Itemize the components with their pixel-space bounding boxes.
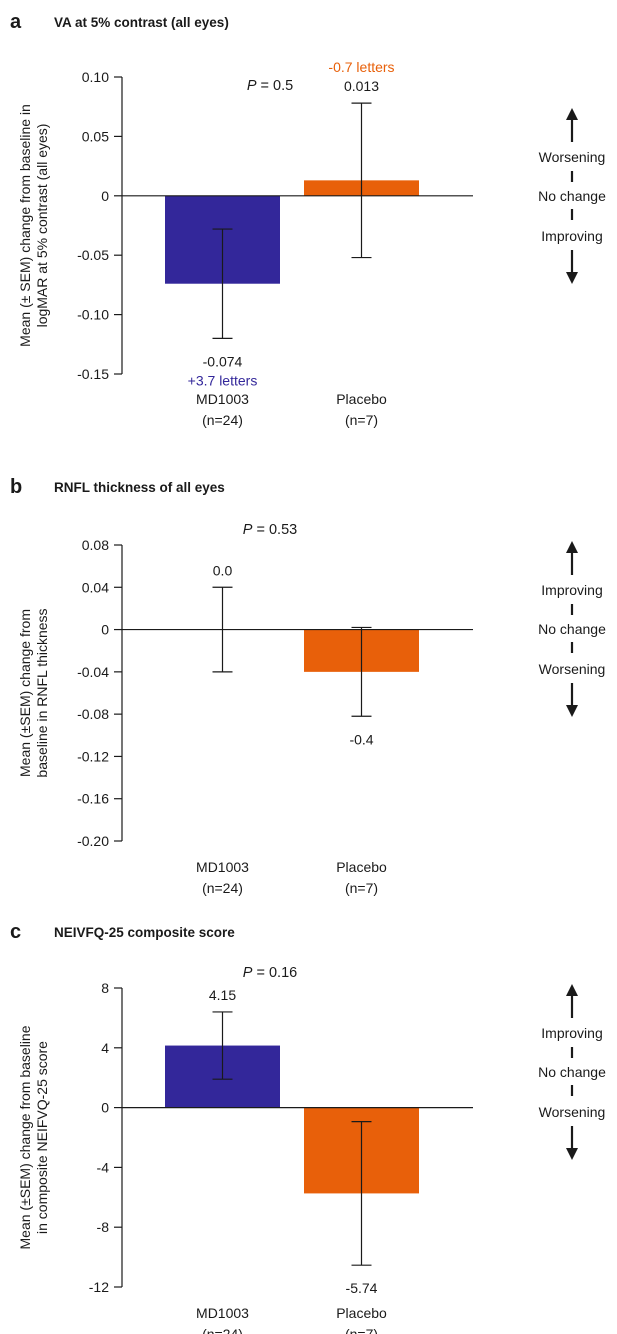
arrow-up-icon — [566, 984, 578, 996]
p-number: = 0.5 — [256, 78, 293, 94]
category-n-label: (n=7) — [345, 880, 378, 896]
y-tick-label: -0.04 — [77, 664, 109, 680]
y-tick-label: 0.08 — [82, 537, 109, 553]
arrow-up-icon — [566, 108, 578, 120]
data-label: 0.0 — [213, 562, 233, 578]
p-symbol: P — [243, 965, 253, 981]
y-axis-label: Mean (±SEM) change from baseline in compo… — [17, 1025, 50, 1249]
chart-panel-a: a VA at 5% contrast (all eyes) Mean (± SEM… — [10, 11, 606, 428]
arrow-down-icon — [566, 705, 578, 717]
y-tick-label: -8 — [97, 1219, 110, 1235]
legend-top-label: Worsening — [539, 149, 606, 165]
p-value: P = 0.53 — [243, 522, 297, 538]
panel-letter: a — [10, 11, 22, 33]
arrow-up-icon — [566, 541, 578, 553]
category-label: Placebo — [336, 1305, 387, 1321]
arrow-down-icon — [566, 272, 578, 284]
y-tick-label: -0.05 — [77, 247, 109, 263]
y-tick-label: 0.10 — [82, 69, 109, 85]
y-tick-label: -0.16 — [77, 791, 109, 807]
letters-label: -0.7 letters — [328, 59, 394, 75]
p-value: P = 0.16 — [243, 965, 297, 981]
y-tick-label: 0.05 — [82, 128, 109, 144]
category-n-label: (n=7) — [345, 412, 378, 428]
category-label: MD1003 — [196, 391, 249, 407]
chart-title: VA at 5% contrast (all eyes) — [54, 15, 229, 30]
legend-bottom-label: Improving — [541, 228, 602, 244]
chart-title: NEIVFQ-25 composite score — [54, 925, 235, 940]
category-label: MD1003 — [196, 1305, 249, 1321]
y-tick-label: -12 — [89, 1279, 109, 1295]
y-tick-label: 0 — [101, 1100, 109, 1116]
y-axis-label-line: Mean (±SEM) change from baseline — [17, 1025, 33, 1249]
y-tick-label: -0.08 — [77, 706, 109, 722]
chart-panel-c: c NEIVFQ-25 composite score Mean (±SEM) ch… — [10, 921, 606, 1334]
y-tick-label: 8 — [101, 980, 109, 996]
y-tick-label: 4 — [101, 1040, 109, 1056]
data-label: 4.15 — [209, 987, 236, 1003]
p-number: = 0.16 — [252, 965, 297, 981]
data-label: -0.4 — [349, 731, 373, 747]
chart-title: RNFL thickness of all eyes — [54, 480, 225, 495]
category-n-label: (n=24) — [202, 412, 243, 428]
y-axis-label: Mean (±SEM) change from baseline in RNFL … — [17, 608, 50, 777]
y-axis-label-line: in composite NEIFVQ-25 score — [34, 1041, 50, 1234]
category-n-label: (n=7) — [345, 1326, 378, 1334]
chart-panel-b: b RNFL thickness of all eyes Mean (±SEM) c… — [10, 476, 606, 896]
y-tick-label: -4 — [97, 1159, 110, 1175]
legend-mid-label: No change — [538, 188, 606, 204]
y-axis-label-line: Mean (± SEM) change from baseline in — [17, 104, 33, 347]
y-tick-label: 0.04 — [82, 579, 109, 595]
p-value: P = 0.5 — [247, 78, 293, 94]
direction-legend: Worsening No change Improving — [538, 108, 606, 284]
y-tick-label: -0.20 — [77, 833, 109, 849]
p-number: = 0.53 — [252, 522, 297, 538]
data-label: -5.74 — [346, 1280, 378, 1296]
y-tick-label: -0.15 — [77, 366, 109, 382]
panel-letter: c — [10, 921, 21, 943]
y-tick-label: -0.10 — [77, 307, 109, 323]
category-label: Placebo — [336, 859, 387, 875]
y-tick-label: 0 — [101, 622, 109, 638]
arrow-down-icon — [566, 1148, 578, 1160]
y-tick-label: -0.12 — [77, 748, 109, 764]
legend-mid-label: No change — [538, 1064, 606, 1080]
category-label: Placebo — [336, 391, 387, 407]
category-label: MD1003 — [196, 859, 249, 875]
panel-letter: b — [10, 476, 22, 498]
p-symbol: P — [243, 522, 253, 538]
direction-legend: Improving No change Worsening — [538, 541, 606, 717]
category-n-label: (n=24) — [202, 1326, 243, 1334]
y-axis-label: Mean (± SEM) change from baseline in logM… — [17, 104, 50, 347]
data-label: 0.013 — [344, 78, 379, 94]
data-label: -0.074 — [203, 353, 243, 369]
category-n-label: (n=24) — [202, 880, 243, 896]
legend-bottom-label: Worsening — [539, 661, 606, 677]
y-axis-label-line: logMAR at 5% contrast (all eyes) — [34, 124, 50, 328]
legend-top-label: Improving — [541, 1025, 602, 1041]
legend-bottom-label: Worsening — [539, 1104, 606, 1120]
y-tick-label: 0 — [101, 188, 109, 204]
y-axis-label-line: Mean (±SEM) change from — [17, 609, 33, 777]
legend-mid-label: No change — [538, 621, 606, 637]
p-symbol: P — [247, 78, 257, 94]
y-axis-label-line: baseline in RNFL thickness — [34, 608, 50, 777]
direction-legend: Improving No change Worsening — [538, 984, 606, 1160]
legend-top-label: Improving — [541, 582, 602, 598]
letters-label: +3.7 letters — [188, 372, 258, 388]
